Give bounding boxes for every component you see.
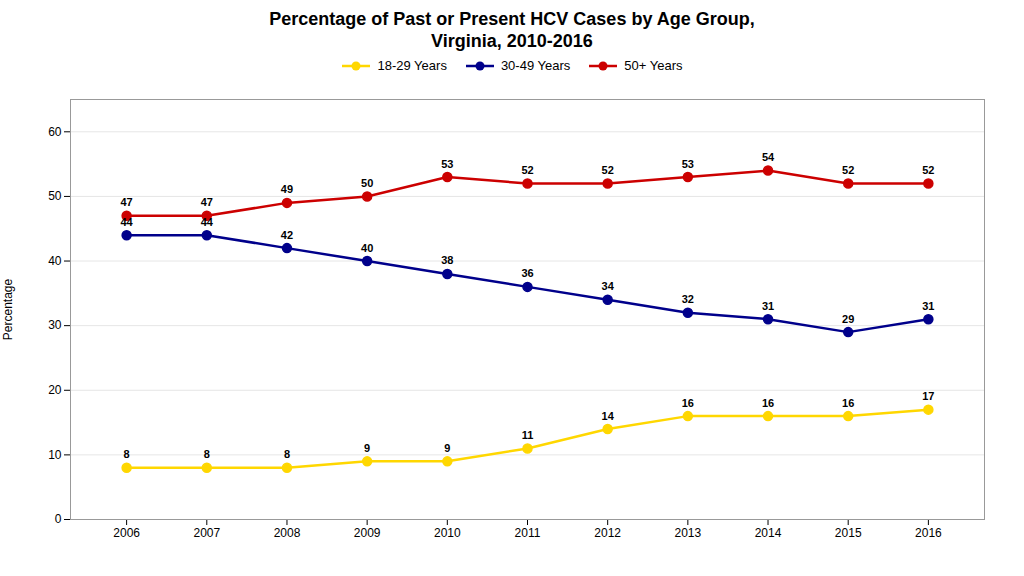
- svg-text:53: 53: [682, 158, 694, 170]
- svg-text:17: 17: [922, 390, 934, 402]
- svg-text:2009: 2009: [354, 526, 381, 540]
- svg-text:2013: 2013: [674, 526, 701, 540]
- svg-text:10: 10: [48, 448, 62, 462]
- html-text:50+ Years: 50+ Years: [624, 58, 683, 73]
- svg-text:54: 54: [762, 151, 775, 163]
- svg-text:14: 14: [602, 410, 615, 422]
- svg-text:2014: 2014: [755, 526, 782, 540]
- svg-text:40: 40: [48, 254, 62, 268]
- svg-text:31: 31: [922, 300, 934, 312]
- html-text:18-29 Years: 18-29 Years: [377, 58, 447, 73]
- svg-text:44: 44: [201, 216, 214, 228]
- svg-text:49: 49: [281, 183, 293, 195]
- svg-text:52: 52: [842, 164, 854, 176]
- svg-text:2015: 2015: [835, 526, 862, 540]
- svg-text:29: 29: [842, 313, 854, 325]
- svg-text:20: 20: [48, 383, 62, 397]
- svg-text:30: 30: [48, 318, 62, 332]
- svg-text:36: 36: [521, 267, 533, 279]
- svg-text:42: 42: [281, 229, 293, 241]
- svg-text:52: 52: [922, 164, 934, 176]
- svg-text:31: 31: [762, 300, 774, 312]
- svg-text:11: 11: [522, 429, 534, 441]
- svg-text:2006: 2006: [113, 526, 140, 540]
- svg-text:2007: 2007: [193, 526, 220, 540]
- svg-text:Percentage: Percentage: [1, 278, 15, 340]
- html-text:30-49 Years: 30-49 Years: [500, 58, 571, 73]
- svg-text:50: 50: [361, 177, 373, 189]
- svg-text:2012: 2012: [594, 526, 621, 540]
- svg-text:53: 53: [441, 158, 453, 170]
- svg-text:8: 8: [204, 448, 210, 460]
- svg-text:0: 0: [55, 512, 62, 526]
- svg-text:47: 47: [201, 196, 213, 208]
- svg-text:50: 50: [48, 189, 62, 203]
- svg-text:2010: 2010: [434, 526, 461, 540]
- svg-text:8: 8: [284, 448, 290, 460]
- svg-text:2008: 2008: [274, 526, 301, 540]
- svg-text:52: 52: [521, 164, 533, 176]
- svg-text:34: 34: [602, 280, 615, 292]
- svg-text:44: 44: [120, 216, 133, 228]
- svg-text:40: 40: [361, 242, 373, 254]
- svg-text:47: 47: [120, 196, 132, 208]
- svg-text:9: 9: [444, 442, 450, 454]
- svg-text:60: 60: [48, 125, 62, 139]
- svg-text:9: 9: [364, 442, 370, 454]
- svg-text:52: 52: [602, 164, 614, 176]
- svg-text:16: 16: [682, 397, 694, 409]
- svg-text:8: 8: [124, 448, 130, 460]
- html-text:Percentage of Past or Present: Percentage of Past or Present HCV Cases …: [269, 9, 755, 51]
- svg-text:2016: 2016: [915, 526, 942, 540]
- svg-text:2011: 2011: [515, 526, 541, 540]
- svg-text:38: 38: [441, 254, 453, 266]
- svg-text:16: 16: [762, 397, 774, 409]
- svg-text:16: 16: [842, 397, 854, 409]
- svg-text:32: 32: [682, 293, 694, 305]
